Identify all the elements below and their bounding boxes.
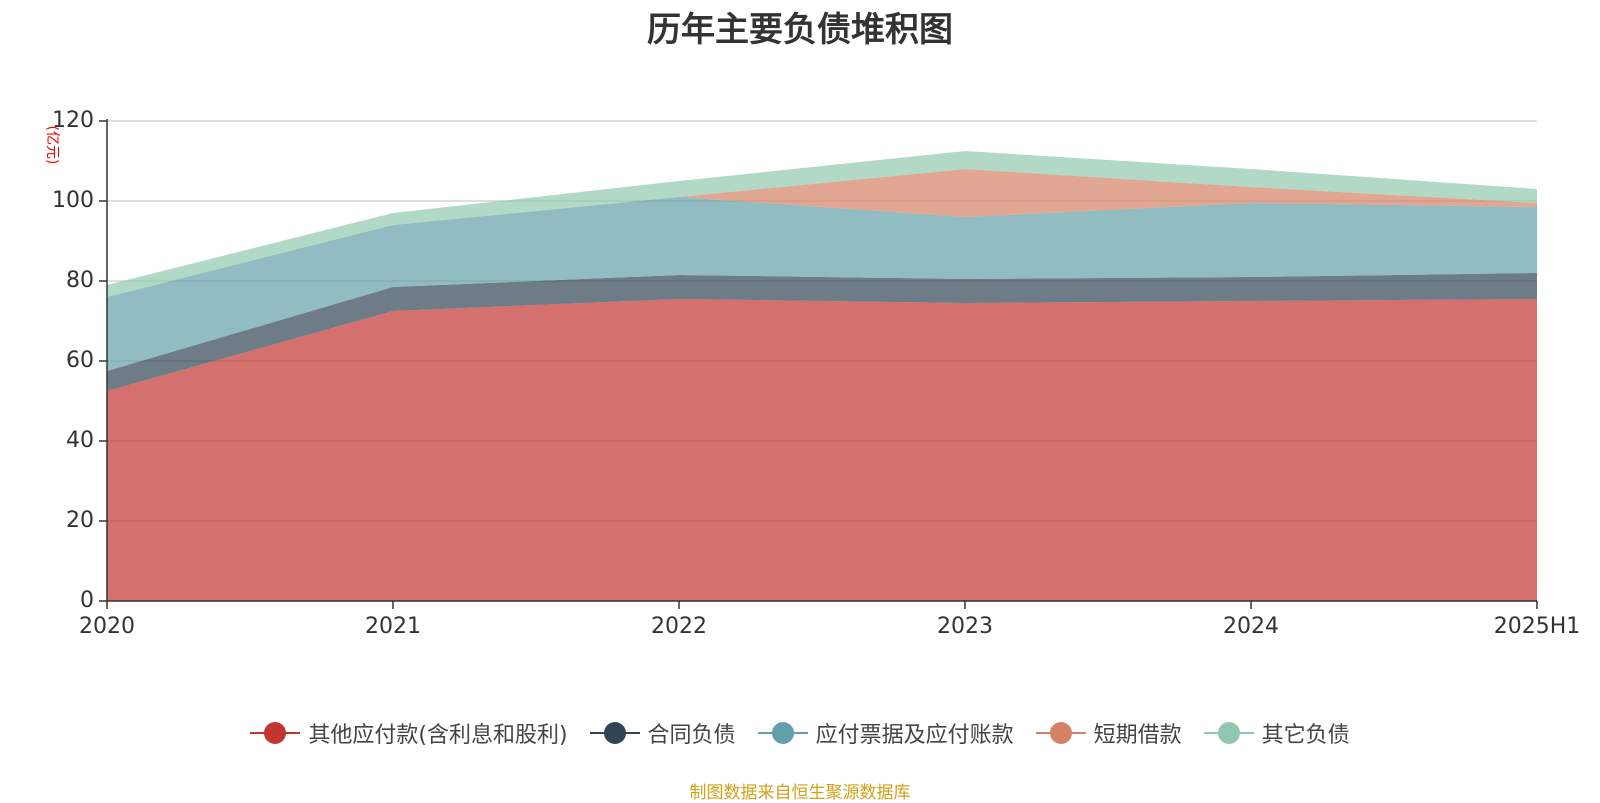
legend-label: 其他应付款(含利息和股利)	[308, 723, 568, 748]
legend: 其他应付款(含利息和股利) 合同负债 应付票据及应付账款 短期借款 其它负债	[0, 717, 1600, 749]
legend-item-4[interactable]: 短期借款	[1035, 717, 1182, 749]
area-series-5	[107, 151, 1537, 297]
area-series-3	[107, 197, 1537, 371]
y-tick-label: 80	[66, 268, 94, 293]
legend-item-2[interactable]: 合同负债	[589, 717, 736, 749]
legend-marker-icon	[589, 720, 640, 746]
legend-item-3[interactable]: 应付票据及应付账款	[757, 717, 1014, 749]
area-series-1	[107, 299, 1537, 601]
legend-marker-icon	[1035, 720, 1086, 746]
legend-marker-icon	[250, 720, 301, 746]
legend-item-1[interactable]: 其他应付款(含利息和股利)	[250, 717, 568, 749]
area-series-2	[107, 273, 1537, 391]
legend-label: 合同负债	[647, 723, 736, 748]
chart-title: 历年主要负债堆积图	[647, 10, 953, 50]
y-tick-label: 20	[66, 508, 94, 533]
y-tick-label: 120	[52, 108, 94, 133]
y-unit-label: (亿元)	[44, 126, 60, 165]
source-note: 制图数据来自恒生聚源数据库	[689, 783, 911, 803]
legend-label: 应付票据及应付账款	[815, 723, 1014, 748]
y-tick-label: 60	[66, 348, 94, 373]
legend-label: 短期借款	[1093, 723, 1182, 748]
area-series-4	[107, 169, 1537, 297]
y-tick-label: 100	[52, 188, 94, 213]
x-tick-label: 2021	[365, 614, 421, 639]
y-tick-label: 40	[66, 428, 94, 453]
legend-item-5[interactable]: 其它负债	[1203, 717, 1350, 749]
legend-marker-icon	[1203, 720, 1254, 746]
y-tick-label: 0	[80, 588, 94, 613]
legend-label: 其它负债	[1261, 723, 1350, 748]
legend-marker-icon	[757, 720, 808, 746]
area-series	[107, 151, 1537, 601]
x-tick-label: 2020	[79, 614, 135, 639]
x-tick-label: 2025H1	[1494, 614, 1581, 639]
x-tick-label: 2022	[651, 614, 707, 639]
axes: 0 20 40 60 80 100 120 2020 2021 2022 2023 2024 2025H…	[52, 108, 1580, 639]
x-tick-label: 2024	[1223, 614, 1279, 639]
x-tick-label: 2023	[937, 614, 993, 639]
